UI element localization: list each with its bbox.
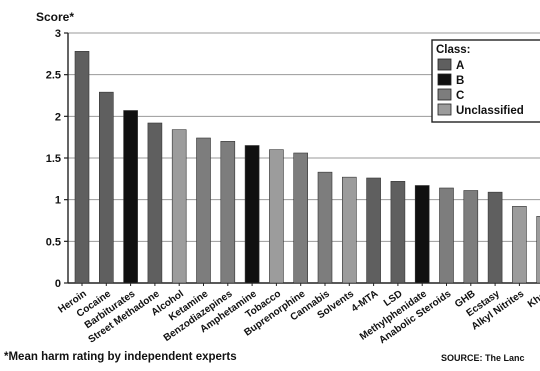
y-tick-label: 3 xyxy=(55,28,61,40)
y-tick-label: 0 xyxy=(55,278,61,290)
y-tick-label: 0.5 xyxy=(46,236,61,248)
bar-benzodiazepines xyxy=(220,141,236,284)
bar-cocaine xyxy=(99,91,114,284)
bar-solvents xyxy=(341,176,357,284)
bar-anabolic-steroids xyxy=(439,187,454,284)
legend-swatch-b xyxy=(437,73,452,86)
source-note: SOURCE: The Lanc xyxy=(441,353,525,363)
bar-buprenorphine xyxy=(293,152,309,284)
bar-heroin xyxy=(74,51,90,284)
legend-label-c: C xyxy=(456,90,464,102)
y-tick-label: 1.5 xyxy=(46,153,61,165)
x-tick-label-khat: Khat xyxy=(526,288,540,310)
bar-khat xyxy=(536,216,540,284)
y-tick-label: 1 xyxy=(55,195,61,207)
legend-label-a: A xyxy=(456,60,464,72)
legend-swatch-a xyxy=(437,58,452,71)
bar-lsd xyxy=(390,181,406,284)
bar-cannabis xyxy=(317,171,333,284)
bar-amphetamine xyxy=(244,145,260,284)
bar-4-mta xyxy=(366,177,381,284)
legend-title: Class: xyxy=(436,44,471,56)
y-tick-label: 2 xyxy=(55,111,61,123)
bar-ecstasy xyxy=(487,191,503,284)
legend-swatch-c xyxy=(437,88,452,101)
bar-alkyl-nitrites xyxy=(512,206,527,284)
legend-label-unclassified: Unclassified xyxy=(456,105,524,117)
bar-alcohol xyxy=(171,129,187,284)
bar-ketamine xyxy=(196,137,211,284)
bar-methylphenidate xyxy=(414,185,430,284)
footnote: *Mean harm rating by independent experts xyxy=(4,351,237,363)
x-tick-label-4-mta: 4-MTA xyxy=(350,288,381,314)
legend-swatch-unclassified xyxy=(437,103,452,116)
bar-street-methadone xyxy=(147,122,163,284)
legend: Class: ABC Unclassified xyxy=(431,39,540,123)
bar-ghb xyxy=(463,190,479,284)
y-tick-label: 2.5 xyxy=(46,70,61,82)
bars xyxy=(74,51,540,284)
y-axis-label: Score* xyxy=(36,10,74,24)
legend-label-b: B xyxy=(456,75,464,87)
bar-tobacco xyxy=(269,149,284,284)
bar-barbiturates xyxy=(123,110,138,284)
